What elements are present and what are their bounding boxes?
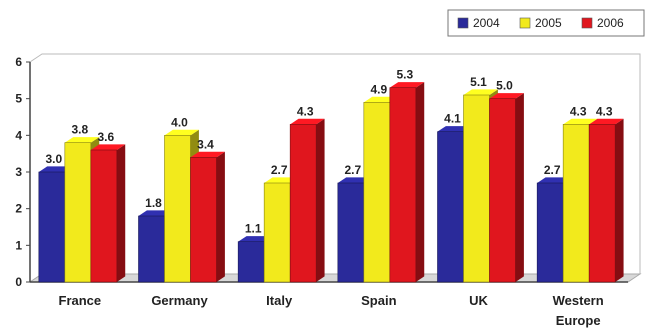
bar-top	[463, 89, 498, 95]
bar	[263, 182, 291, 283]
data-label: 5.3	[396, 68, 413, 82]
legend-swatch	[519, 17, 531, 29]
bar	[389, 87, 417, 283]
data-label: 4.3	[570, 104, 587, 118]
data-label: 1.1	[245, 222, 262, 236]
bar-side	[216, 151, 225, 282]
bar	[90, 149, 118, 283]
category-label: Italy	[266, 293, 293, 308]
y-tick-label: 3	[15, 165, 22, 179]
bar	[437, 131, 464, 283]
bar	[463, 94, 490, 283]
bar-side	[316, 118, 325, 282]
legend-entry: 2006	[597, 16, 624, 30]
bar-top	[164, 129, 199, 136]
bar	[190, 157, 217, 283]
bar-top	[64, 137, 100, 143]
legend-box	[447, 9, 645, 37]
bar-top	[190, 151, 225, 158]
y-tick-label: 5	[15, 92, 22, 106]
bar-top	[563, 118, 598, 125]
data-label: 3.8	[71, 123, 88, 137]
bar-top	[90, 144, 126, 150]
legend-swatch	[581, 17, 593, 29]
bar	[588, 124, 616, 283]
category-label: France	[59, 293, 102, 308]
bar	[64, 142, 92, 283]
data-label: 5.1	[470, 75, 487, 89]
data-label: 2.7	[271, 163, 288, 177]
category-label: Spain	[361, 293, 396, 308]
legend-entry: 2005	[535, 16, 562, 30]
data-label: 3.6	[97, 130, 114, 144]
data-label: 4.9	[370, 82, 387, 96]
bar-side	[415, 82, 425, 282]
y-tick-label: 4	[15, 128, 22, 142]
bar-side	[515, 93, 524, 282]
bar	[363, 102, 391, 283]
category-label: UK	[469, 293, 488, 308]
legend-entry: 2004	[473, 16, 500, 30]
data-label: 2.7	[344, 163, 361, 177]
data-label: 3.4	[197, 137, 214, 151]
bar-side	[615, 118, 624, 282]
bar	[489, 98, 516, 283]
data-label: 3.0	[45, 152, 62, 166]
bar	[289, 124, 317, 283]
bar	[38, 171, 66, 283]
bar	[337, 182, 365, 283]
data-label: 1.8	[145, 196, 162, 210]
bar	[164, 135, 191, 283]
data-label: 5.0	[496, 79, 513, 93]
bar-top	[489, 93, 524, 99]
bar-top	[389, 82, 425, 88]
category-label: Europe	[556, 313, 601, 328]
data-label: 4.0	[171, 115, 188, 129]
y-tick-label: 2	[15, 202, 22, 216]
bar	[138, 215, 165, 283]
bar-side	[116, 144, 126, 282]
bar	[237, 241, 265, 283]
bar-top	[589, 118, 624, 125]
y-tick-label: 1	[15, 238, 22, 252]
data-label: 2.7	[544, 163, 561, 177]
data-label: 4.1	[444, 112, 461, 126]
y-tick-label: 0	[15, 275, 22, 289]
bar	[536, 182, 564, 283]
data-label: 4.3	[297, 104, 314, 118]
legend-swatch	[457, 17, 469, 29]
bar-top	[290, 118, 325, 125]
y-tick-label: 6	[15, 55, 22, 69]
category-label: Western	[553, 293, 604, 308]
data-label: 4.3	[596, 104, 613, 118]
bar	[562, 124, 590, 283]
category-label: Germany	[151, 293, 208, 308]
